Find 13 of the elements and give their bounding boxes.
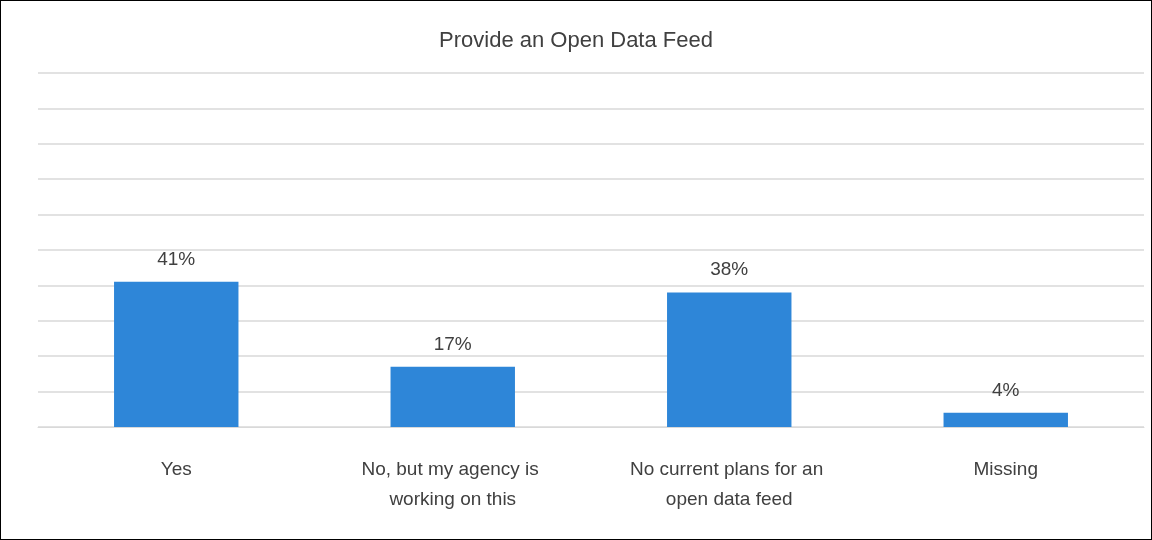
data-label: 17%: [433, 332, 472, 354]
x-tick-label: No current plans for an open data feed: [629, 457, 829, 509]
data-label: 38%: [710, 258, 749, 280]
bar: [667, 292, 792, 427]
bar: [390, 366, 515, 427]
chart-title: Provide an Open Data Feed: [439, 26, 713, 52]
x-tick-label: No, but my agency is working on this: [361, 457, 545, 509]
bar: [943, 412, 1068, 427]
x-tick-label: Missing: [973, 457, 1038, 479]
data-label: 41%: [157, 247, 196, 269]
data-label: 4%: [992, 378, 1020, 400]
bar: [114, 281, 239, 427]
x-tick-label: Yes: [160, 457, 192, 479]
